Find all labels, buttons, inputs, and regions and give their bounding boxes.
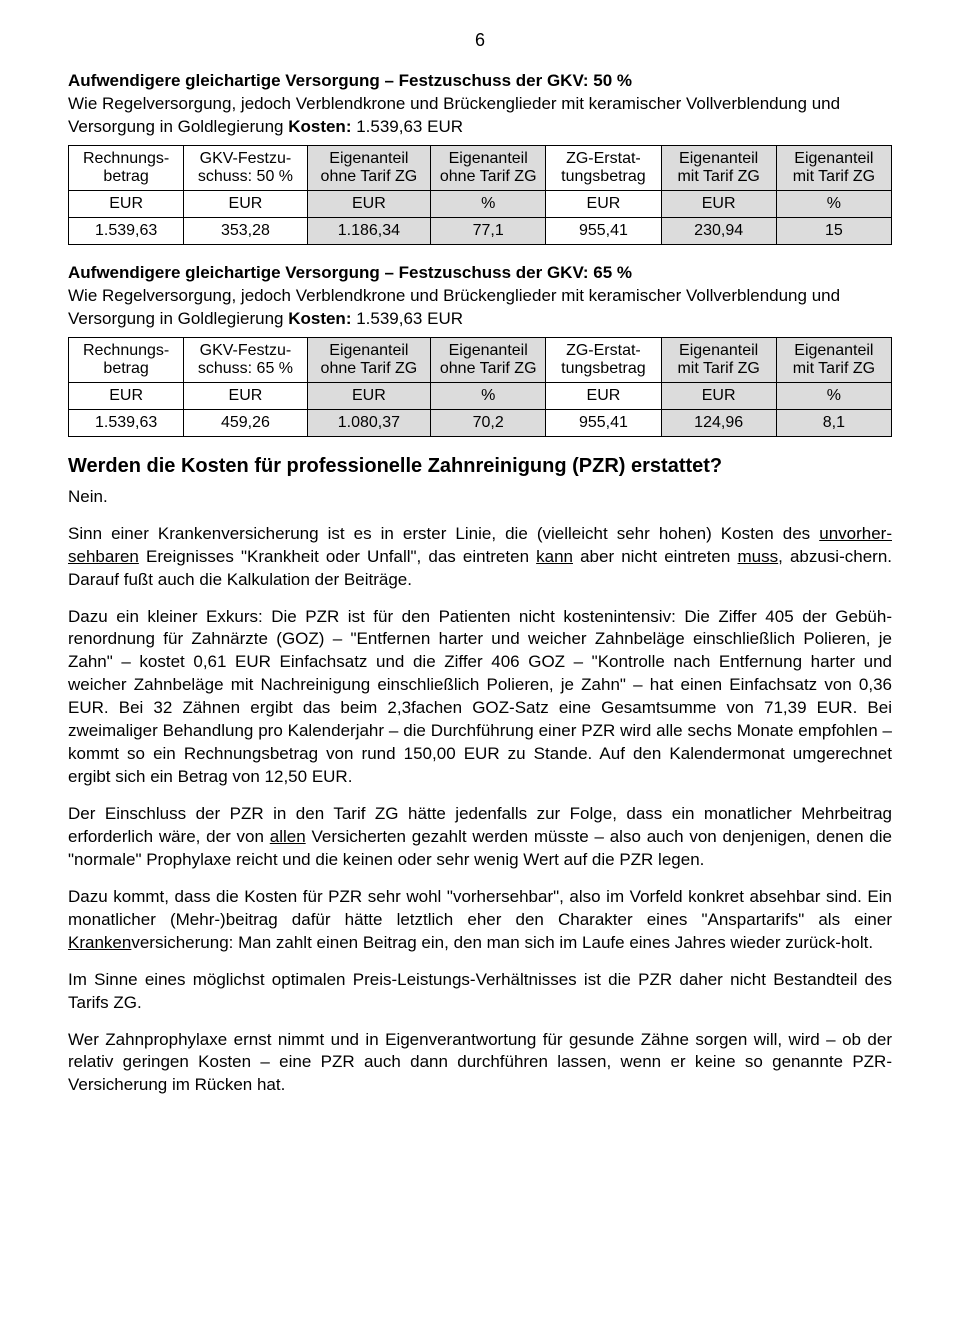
th: ZG-Erstat- tungsbetrag (546, 337, 661, 382)
td: EUR (184, 190, 307, 217)
td: 955,41 (546, 217, 661, 244)
text: versicherung: Man zahlt einen Beitrag ei… (131, 933, 873, 952)
section2-kosten-value: 1.539,63 EUR (351, 309, 463, 328)
pzr-p4: Dazu kommt, dass die Kosten für PZR sehr… (68, 886, 892, 955)
th: Eigenanteil mit Tarif ZG (776, 145, 891, 190)
td: 1.539,63 (69, 217, 184, 244)
td: EUR (661, 382, 776, 409)
td: 77,1 (431, 217, 546, 244)
td: 1.186,34 (307, 217, 430, 244)
pzr-p6: Wer Zahnprophylaxe ernst nimmt und in Ei… (68, 1029, 892, 1098)
section1-kosten-label: Kosten: (288, 117, 351, 136)
pzr-p1: Sinn einer Krankenversicherung ist es in… (68, 523, 892, 592)
td: 459,26 (184, 409, 307, 436)
th: Rechnungs- betrag (69, 145, 184, 190)
th: Eigenanteil ohne Tarif ZG (307, 337, 430, 382)
section2-desc: Wie Regelversorgung, jedoch Verblendkron… (68, 285, 892, 331)
table-section1: Rechnungs- betrag GKV-Festzu- schuss: 50… (68, 145, 892, 245)
table-row: EUR EUR EUR % EUR EUR % (69, 382, 892, 409)
th: GKV-Festzu- schuss: 50 % (184, 145, 307, 190)
td: 1.080,37 (307, 409, 430, 436)
th: Eigenanteil mit Tarif ZG (661, 337, 776, 382)
td: 230,94 (661, 217, 776, 244)
table-row: 1.539,63 353,28 1.186,34 77,1 955,41 230… (69, 217, 892, 244)
underline-text: Kranken (68, 933, 131, 952)
table-row: Rechnungs- betrag GKV-Festzu- schuss: 65… (69, 337, 892, 382)
td: % (431, 382, 546, 409)
td: EUR (69, 382, 184, 409)
section2-title: Aufwendigere gleichartige Versorgung – F… (68, 263, 892, 283)
pzr-nein: Nein. (68, 486, 892, 509)
table-row: 1.539,63 459,26 1.080,37 70,2 955,41 124… (69, 409, 892, 436)
td: % (431, 190, 546, 217)
td: EUR (546, 382, 661, 409)
th: Eigenanteil ohne Tarif ZG (307, 145, 430, 190)
th: Eigenanteil ohne Tarif ZG (431, 337, 546, 382)
th: ZG-Erstat- tungsbetrag (546, 145, 661, 190)
td: 70,2 (431, 409, 546, 436)
pzr-heading: Werden die Kosten für professionelle Zah… (68, 455, 892, 478)
pzr-p3: Der Einschluss der PZR in den Tarif ZG h… (68, 803, 892, 872)
th: Rechnungs- betrag (69, 337, 184, 382)
page-container: 6 Aufwendigere gleichartige Versorgung –… (0, 0, 960, 1151)
td: % (776, 382, 891, 409)
page-number: 6 (68, 30, 892, 51)
section1-desc: Wie Regelversorgung, jedoch Verblendkron… (68, 93, 892, 139)
td: EUR (69, 190, 184, 217)
table-section2: Rechnungs- betrag GKV-Festzu- schuss: 65… (68, 337, 892, 437)
text: Dazu kommt, dass die Kosten für PZR sehr… (68, 887, 892, 929)
underline-text: allen (270, 827, 306, 846)
td: 15 (776, 217, 891, 244)
table-row: EUR EUR EUR % EUR EUR % (69, 190, 892, 217)
underline-text: kann (536, 547, 573, 566)
td: 955,41 (546, 409, 661, 436)
underline-text: muss (738, 547, 779, 566)
text: Ereignisses "Krankheit oder Unfall", das… (139, 547, 536, 566)
td: EUR (307, 382, 430, 409)
pzr-p2: Dazu ein kleiner Exkurs: Die PZR ist für… (68, 606, 892, 790)
td: 124,96 (661, 409, 776, 436)
th: Eigenanteil mit Tarif ZG (776, 337, 891, 382)
td: % (776, 190, 891, 217)
section1-kosten-value: 1.539,63 EUR (351, 117, 463, 136)
text: aber nicht eintreten (573, 547, 738, 566)
pzr-p5: Im Sinne eines möglichst optimalen Preis… (68, 969, 892, 1015)
th: GKV-Festzu- schuss: 65 % (184, 337, 307, 382)
table-row: Rechnungs- betrag GKV-Festzu- schuss: 50… (69, 145, 892, 190)
section1-title: Aufwendigere gleichartige Versorgung – F… (68, 71, 892, 91)
td: 1.539,63 (69, 409, 184, 436)
td: 8,1 (776, 409, 891, 436)
th: Eigenanteil mit Tarif ZG (661, 145, 776, 190)
td: EUR (546, 190, 661, 217)
th: Eigenanteil ohne Tarif ZG (431, 145, 546, 190)
td: 353,28 (184, 217, 307, 244)
section2-kosten-label: Kosten: (288, 309, 351, 328)
td: EUR (307, 190, 430, 217)
td: EUR (661, 190, 776, 217)
td: EUR (184, 382, 307, 409)
text: Sinn einer Krankenversicherung ist es in… (68, 524, 819, 543)
